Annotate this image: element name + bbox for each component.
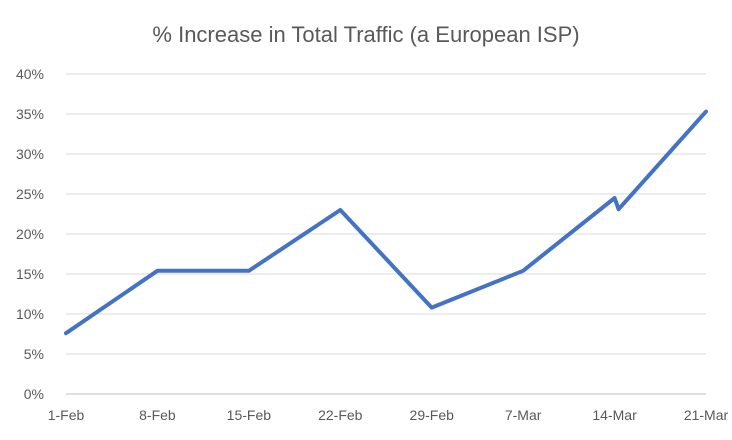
x-tick-label: 14-Mar: [592, 407, 637, 423]
x-tick-label: 1-Feb: [48, 407, 85, 423]
y-tick-label: 30%: [16, 146, 44, 162]
y-tick-label: 5%: [24, 346, 44, 362]
y-tick-label: 40%: [16, 66, 44, 82]
chart-title: % Increase in Total Traffic (a European …: [152, 22, 579, 47]
y-tick-label: 25%: [16, 186, 44, 202]
x-tick-label: 7-Mar: [505, 407, 542, 423]
x-tick-label: 8-Feb: [139, 407, 176, 423]
x-tick-label: 21-Mar: [684, 407, 729, 423]
y-tick-label: 10%: [16, 306, 44, 322]
y-tick-label: 0%: [24, 386, 44, 402]
y-tick-label: 35%: [16, 106, 44, 122]
x-axis-tick-labels: 1-Feb 8-Feb 15-Feb 22-Feb 29-Feb 7-Mar 14-Mar 2…: [48, 407, 729, 423]
y-tick-label: 20%: [16, 226, 44, 242]
y-tick-label: 15%: [16, 266, 44, 282]
x-tick-label: 22-Feb: [318, 407, 363, 423]
series-line: [64, 109, 708, 336]
x-tick-label: 15-Feb: [227, 407, 272, 423]
series-layer: [64, 109, 708, 336]
y-axis-tick-labels: 0% 5% 10% 15% 20% 25% 30% 35% 40%: [16, 66, 44, 402]
x-tick-label: 29-Feb: [410, 407, 455, 423]
gridlines: [66, 73, 706, 395]
